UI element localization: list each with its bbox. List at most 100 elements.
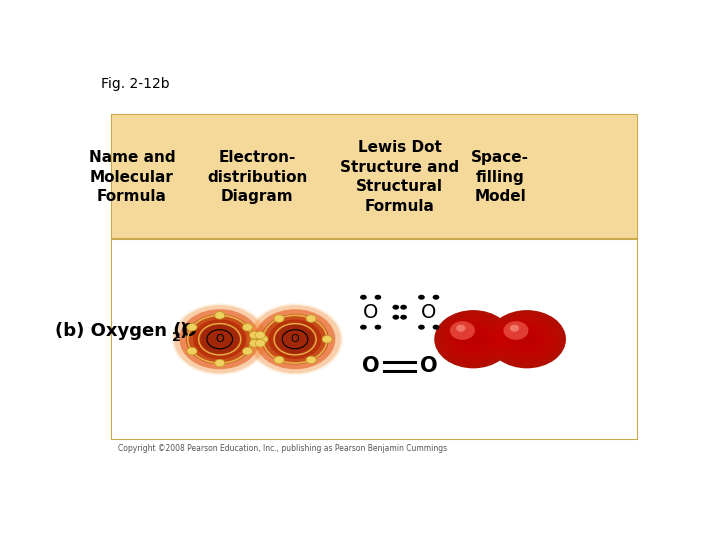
- Circle shape: [525, 338, 529, 341]
- Circle shape: [269, 320, 322, 359]
- Circle shape: [187, 323, 197, 331]
- Circle shape: [492, 313, 562, 366]
- Circle shape: [498, 318, 557, 361]
- Circle shape: [255, 340, 265, 347]
- Circle shape: [454, 325, 493, 354]
- Circle shape: [249, 305, 341, 373]
- Circle shape: [360, 295, 366, 300]
- Circle shape: [392, 315, 399, 320]
- Circle shape: [243, 323, 253, 331]
- Circle shape: [374, 295, 382, 300]
- Circle shape: [456, 326, 491, 352]
- Circle shape: [446, 319, 500, 360]
- Circle shape: [418, 325, 425, 329]
- Circle shape: [193, 320, 246, 359]
- Circle shape: [464, 332, 483, 347]
- Circle shape: [440, 314, 507, 364]
- Circle shape: [187, 347, 197, 355]
- Text: (b) Oxygen (O: (b) Oxygen (O: [55, 322, 197, 340]
- Circle shape: [179, 309, 260, 369]
- Circle shape: [444, 318, 503, 361]
- Circle shape: [500, 319, 554, 360]
- Circle shape: [322, 335, 332, 343]
- Text: Copyright ©2008 Pearson Education, Inc., publishing as Pearson Benjamin Cummings: Copyright ©2008 Pearson Education, Inc.,…: [118, 444, 447, 453]
- Circle shape: [442, 316, 505, 362]
- Circle shape: [450, 322, 497, 357]
- Text: O: O: [363, 303, 379, 322]
- Circle shape: [360, 325, 366, 329]
- Circle shape: [200, 325, 239, 354]
- Circle shape: [434, 310, 513, 368]
- Circle shape: [456, 325, 466, 332]
- Circle shape: [255, 309, 336, 369]
- Circle shape: [503, 321, 528, 340]
- Circle shape: [400, 305, 407, 310]
- Circle shape: [488, 310, 566, 368]
- Text: Electron-
distribution
Diagram: Electron- distribution Diagram: [207, 150, 307, 204]
- Text: Space-
filling
Model: Space- filling Model: [471, 150, 529, 204]
- Circle shape: [306, 315, 316, 322]
- Circle shape: [467, 335, 480, 343]
- Circle shape: [418, 295, 425, 300]
- Circle shape: [523, 336, 531, 342]
- Circle shape: [511, 328, 543, 351]
- Text: 2: 2: [172, 330, 181, 343]
- Circle shape: [247, 303, 343, 375]
- Circle shape: [469, 336, 477, 342]
- Circle shape: [488, 310, 566, 368]
- Circle shape: [495, 316, 558, 362]
- Bar: [112, 239, 636, 439]
- Bar: [112, 114, 636, 239]
- Circle shape: [374, 325, 382, 329]
- Circle shape: [306, 356, 316, 363]
- Circle shape: [276, 325, 315, 354]
- Circle shape: [250, 340, 260, 347]
- Circle shape: [171, 303, 268, 375]
- Circle shape: [243, 347, 253, 355]
- Circle shape: [255, 332, 265, 339]
- Text: Lewis Dot
Structure and
Structural
Formula: Lewis Dot Structure and Structural Formu…: [340, 140, 459, 214]
- Circle shape: [510, 325, 519, 332]
- Circle shape: [392, 305, 399, 310]
- Circle shape: [452, 323, 495, 355]
- Circle shape: [472, 338, 475, 341]
- Circle shape: [438, 313, 508, 366]
- Circle shape: [261, 314, 329, 364]
- Text: O: O: [362, 356, 379, 376]
- Circle shape: [503, 322, 550, 357]
- Text: O: O: [421, 303, 436, 322]
- Text: O: O: [215, 334, 224, 344]
- Circle shape: [436, 312, 510, 367]
- Circle shape: [517, 332, 536, 347]
- Circle shape: [434, 310, 513, 368]
- Circle shape: [508, 325, 546, 354]
- Circle shape: [450, 321, 475, 340]
- Circle shape: [502, 320, 552, 358]
- Circle shape: [274, 315, 284, 322]
- Text: ): ): [179, 322, 187, 340]
- Circle shape: [448, 320, 499, 358]
- Circle shape: [433, 325, 439, 329]
- Circle shape: [274, 356, 284, 363]
- Circle shape: [466, 333, 481, 345]
- Circle shape: [516, 330, 539, 348]
- Bar: [112, 114, 636, 439]
- Circle shape: [174, 305, 266, 373]
- Text: Fig. 2-12b: Fig. 2-12b: [101, 77, 170, 91]
- Circle shape: [494, 314, 560, 364]
- Text: O: O: [420, 356, 438, 376]
- Circle shape: [519, 333, 535, 345]
- Text: O: O: [291, 334, 300, 344]
- Circle shape: [400, 315, 407, 320]
- Circle shape: [215, 359, 225, 367]
- Circle shape: [521, 335, 533, 343]
- Circle shape: [250, 332, 260, 339]
- Circle shape: [458, 328, 489, 351]
- Circle shape: [490, 312, 564, 367]
- Circle shape: [509, 326, 544, 352]
- Circle shape: [513, 329, 541, 349]
- Circle shape: [258, 335, 268, 343]
- Circle shape: [462, 330, 485, 348]
- Circle shape: [505, 323, 549, 355]
- Circle shape: [215, 312, 225, 319]
